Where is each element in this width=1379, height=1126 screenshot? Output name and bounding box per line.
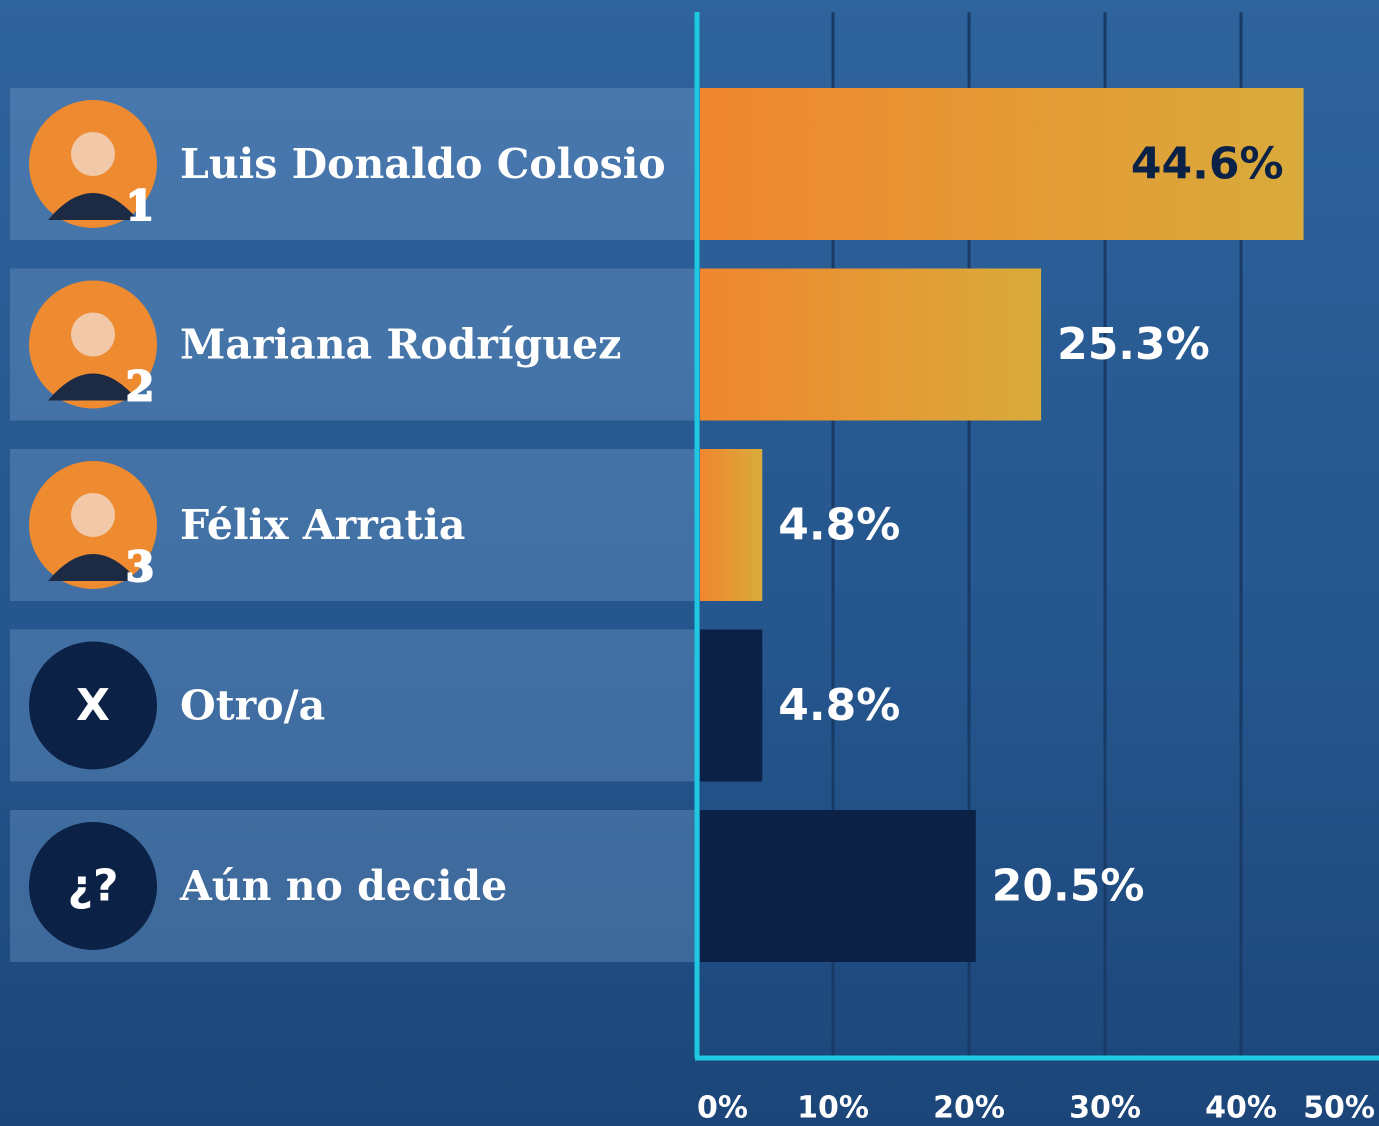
value-label: 4.8%	[778, 680, 900, 731]
bar	[700, 810, 976, 962]
rank-label: 2	[126, 363, 155, 411]
rank-label: 3	[126, 543, 155, 591]
x-tick-label: 40%	[1205, 1091, 1277, 1126]
x-tick-label: 50%	[1303, 1091, 1375, 1126]
category-label: Luis Donaldo Colosio	[180, 140, 666, 188]
value-label: 25.3%	[1057, 319, 1210, 370]
rank-label: 1	[126, 182, 155, 230]
bar	[700, 449, 762, 601]
value-label: 44.6%	[1131, 139, 1284, 190]
photo-head	[71, 132, 115, 176]
x-tick-label: 10%	[797, 1091, 869, 1126]
x-tick-label: 20%	[933, 1091, 1005, 1126]
bar	[700, 269, 1041, 421]
icon-label: X	[76, 680, 110, 731]
category-label: Félix Arratia	[180, 501, 465, 549]
category-label: Aún no decide	[179, 862, 507, 910]
x-tick-label: 30%	[1069, 1091, 1141, 1126]
chart: 1 Luis Donaldo Colosio 44.6% 2 Mariana Rodrí…	[0, 0, 1379, 1126]
photo-head	[71, 493, 115, 537]
icon-label: ¿?	[67, 861, 118, 912]
photo-head	[71, 313, 115, 357]
value-label: 4.8%	[778, 500, 900, 551]
value-label: 20.5%	[992, 861, 1145, 912]
category-label: Mariana Rodríguez	[180, 321, 621, 369]
x-tick-label: 0%	[697, 1091, 748, 1126]
bar	[700, 630, 762, 782]
category-label: Otro/a	[180, 682, 325, 730]
